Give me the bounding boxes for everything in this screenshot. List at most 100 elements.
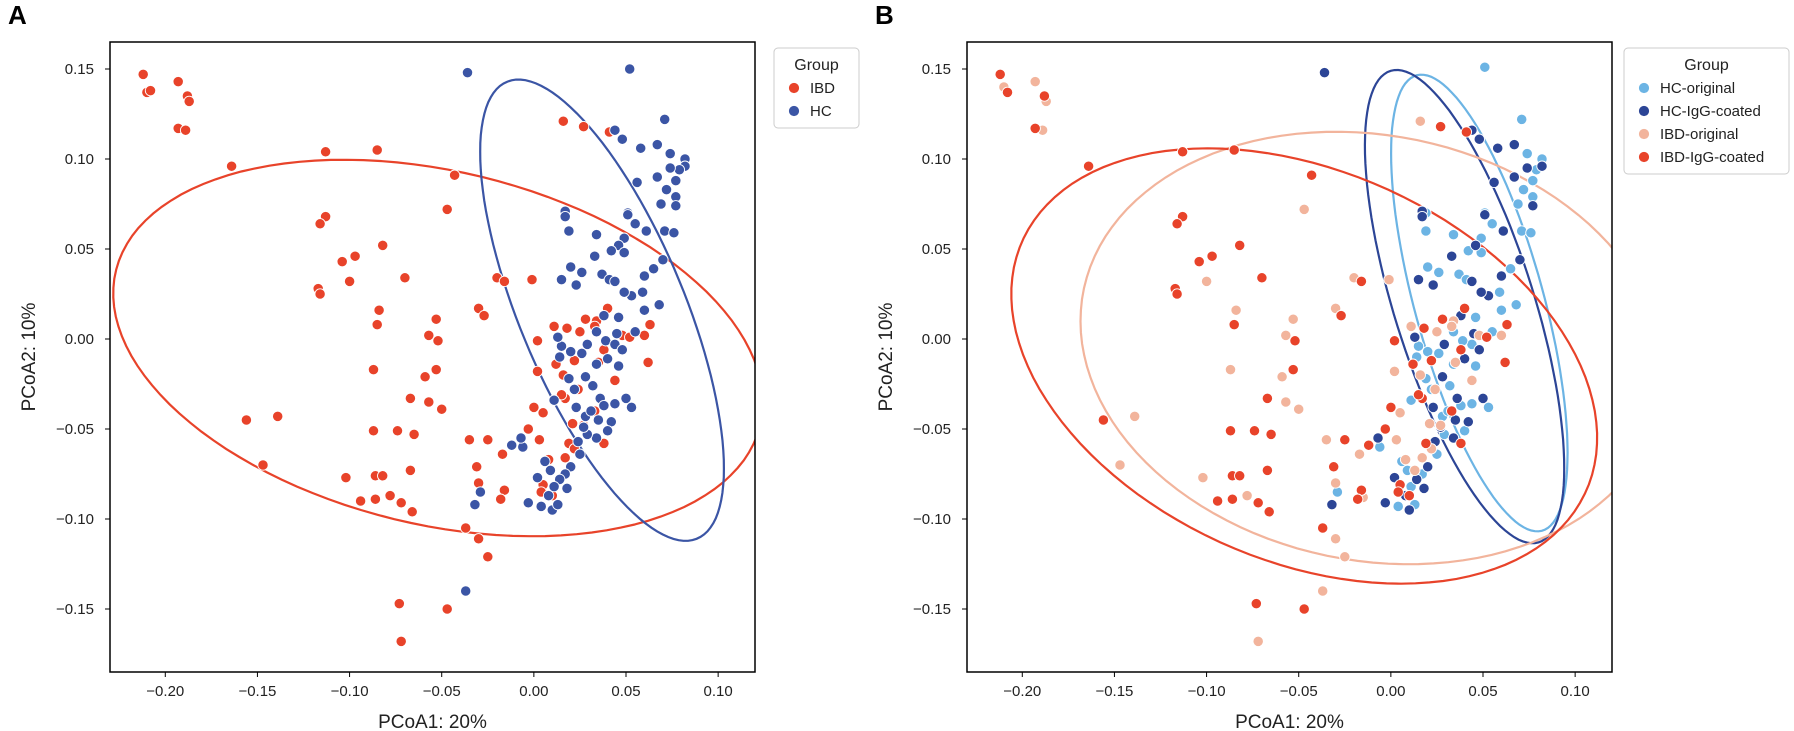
panel-a-point-hc [581,338,593,351]
panel-b-point-ibd-original [1029,75,1041,88]
panel-a-y-tick-label: −0.10 [56,511,94,528]
panel-b-point-ibd-igg-coated [1265,428,1277,441]
panel-b-point-hc-original [1516,225,1528,237]
panel-a-point-hc [635,142,647,154]
panel-a-point-hc [554,351,566,363]
panel-b-y-axis-label: PCoA2: 10% [876,303,897,412]
panel-a-point-hc [474,486,487,498]
panel-b-point-ibd-original [1317,585,1329,597]
panel-b-point-hc-igg-coated [1495,270,1508,282]
panel-a-point-hc [605,245,617,257]
panel-a-point-hc [590,326,603,338]
panel-b-point-ibd-igg-coated [1403,489,1415,502]
panel-b-point-hc-original [1521,147,1533,160]
panel-a-point-hc [612,311,625,324]
panel-a-legend-label-hc: HC [810,103,832,120]
panel-b-point-hc-igg-coated [1462,416,1474,428]
panel-b-x-tick-label: −0.05 [1280,683,1318,700]
panel-a-point-ibd [349,250,361,262]
panel-a-x-tick-label: 0.05 [611,683,640,700]
panel-b-point-hc-igg-coated [1527,200,1539,212]
panel-b-point-ibd-igg-coated [1193,255,1205,268]
panel-b-y-tick-label: 0.05 [922,241,951,258]
panel-a-point-ibd [371,144,383,156]
panel-letter-b: B [875,0,894,30]
panel-a-point-ibd [436,403,448,415]
panel-b-point-ibd-original [1320,434,1333,446]
panel-a-point-hc [638,270,651,282]
panel-b-point-ibd-original [1431,326,1443,338]
pcoa-chart-a: −0.20 −0.15 −0.10 −0.05 0.00 0.05 0.10 −0.15 −0.… [19,41,860,731]
panel-b-point-hc-original [1469,311,1482,324]
panel-a-point-ibd [408,428,420,441]
panel-b-point-hc-original [1516,113,1528,126]
panel-a-point-ibd [579,313,592,325]
panel-b-point-ibd-igg-coated [1305,169,1318,181]
panel-a-point-ibd [367,363,380,376]
panel-a-point-ibd [384,489,396,502]
panel-b-point-hc-original [1510,299,1522,311]
panel-b-point-ibd-original [1329,533,1342,545]
panel-a-point-hc [629,218,641,230]
panel-a-point-ibd [257,459,269,471]
panel-b-point-hc-original [1512,198,1524,210]
panel-a-point-hc [601,353,614,365]
panel-b-point-ibd-igg-coated [1029,122,1041,135]
panel-a-x-tick-label: 0.00 [519,683,548,700]
panel-a-point-ibd [377,470,389,482]
panel-b-point-ibd-igg-coated [1355,275,1368,288]
panel-b-point-hc-original [1392,500,1404,513]
panel-b-point-ibd-igg-coated [1412,389,1425,401]
panel-b-point-hc-original [1444,380,1456,392]
panel-a-point-ibd [404,392,417,405]
panel-a-point-hc [624,63,636,75]
panel-b-x-tick-label: 0.05 [1468,683,1497,700]
panel-b-point-ibd-igg-coated [1171,218,1183,230]
panel-b-point-hc-original [1482,401,1495,414]
panel-a-point-ibd [531,335,544,347]
panel-b-point-hc-original [1420,225,1432,237]
panel-b-point-ibd-igg-coated [1248,425,1261,437]
panel-a-point-hc [609,124,621,136]
panel-a-point-hc [531,471,544,484]
panel-b-point-ibd-igg-coated [1263,506,1275,518]
panel-b-point-ibd-igg-coated [1392,486,1404,498]
panel-b-point-ibd-igg-coated [1339,434,1351,446]
panel-b-point-hc-igg-coated [1372,432,1384,444]
panel-b-point-hc-igg-coated [1409,331,1421,343]
panel-a-point-ibd [183,95,195,108]
panel-a-point-ibd [406,506,418,518]
panel-b-point-ibd-igg-coated [1224,425,1237,437]
panel-b-point-hc-igg-coated [1514,254,1526,266]
panel-b-point-ibd-original [1298,203,1310,216]
panel-b-point-ibd-original [1449,356,1462,369]
panel-b-legend-label-hc-igg-coated: HC-IgG-coated [1660,103,1761,120]
panel-a-point-ibd [561,322,573,334]
panel-b-point-hc-igg-coated [1418,482,1430,495]
panel-b-legend-marker-ibd-igg-coated [1638,151,1650,163]
panel-b-point-ibd-igg-coated [1481,331,1493,343]
panel-b-point-ibd-igg-coated [1328,461,1340,473]
panel-b-point-hc-igg-coated [1473,133,1485,145]
panel-b-y-tick-label: −0.15 [913,601,951,618]
panel-a-point-ibd [371,318,383,331]
panel-a-point-hc [590,358,603,370]
panel-a-point-ibd [471,461,483,473]
panel-b-y-tick-label: 0.10 [922,151,951,168]
panel-a-point-ibd [430,313,442,325]
panel-b-point-ibd-igg-coated [1234,470,1246,482]
panel-b-point-hc-original [1331,486,1344,498]
panel-b-point-ibd-original [1241,489,1253,502]
panel-a-point-ibd [423,396,435,408]
panel-b-point-hc-igg-coated [1475,286,1487,298]
panel-b-point-ibd-igg-coated [1250,597,1262,610]
panel-a-point-hc [542,489,555,502]
panel-a-point-hc [651,171,663,183]
panel-b-point-ibd-igg-coated [1038,90,1051,102]
panel-b-point-ibd-igg-coated [1499,356,1511,369]
panel-a-point-hc [670,174,682,187]
panel-a-point-hc [579,371,592,383]
panel-a-point-hc [616,133,628,145]
panel-a-point-hc [563,372,575,385]
panel-b-point-hc-igg-coated [1497,225,1509,237]
